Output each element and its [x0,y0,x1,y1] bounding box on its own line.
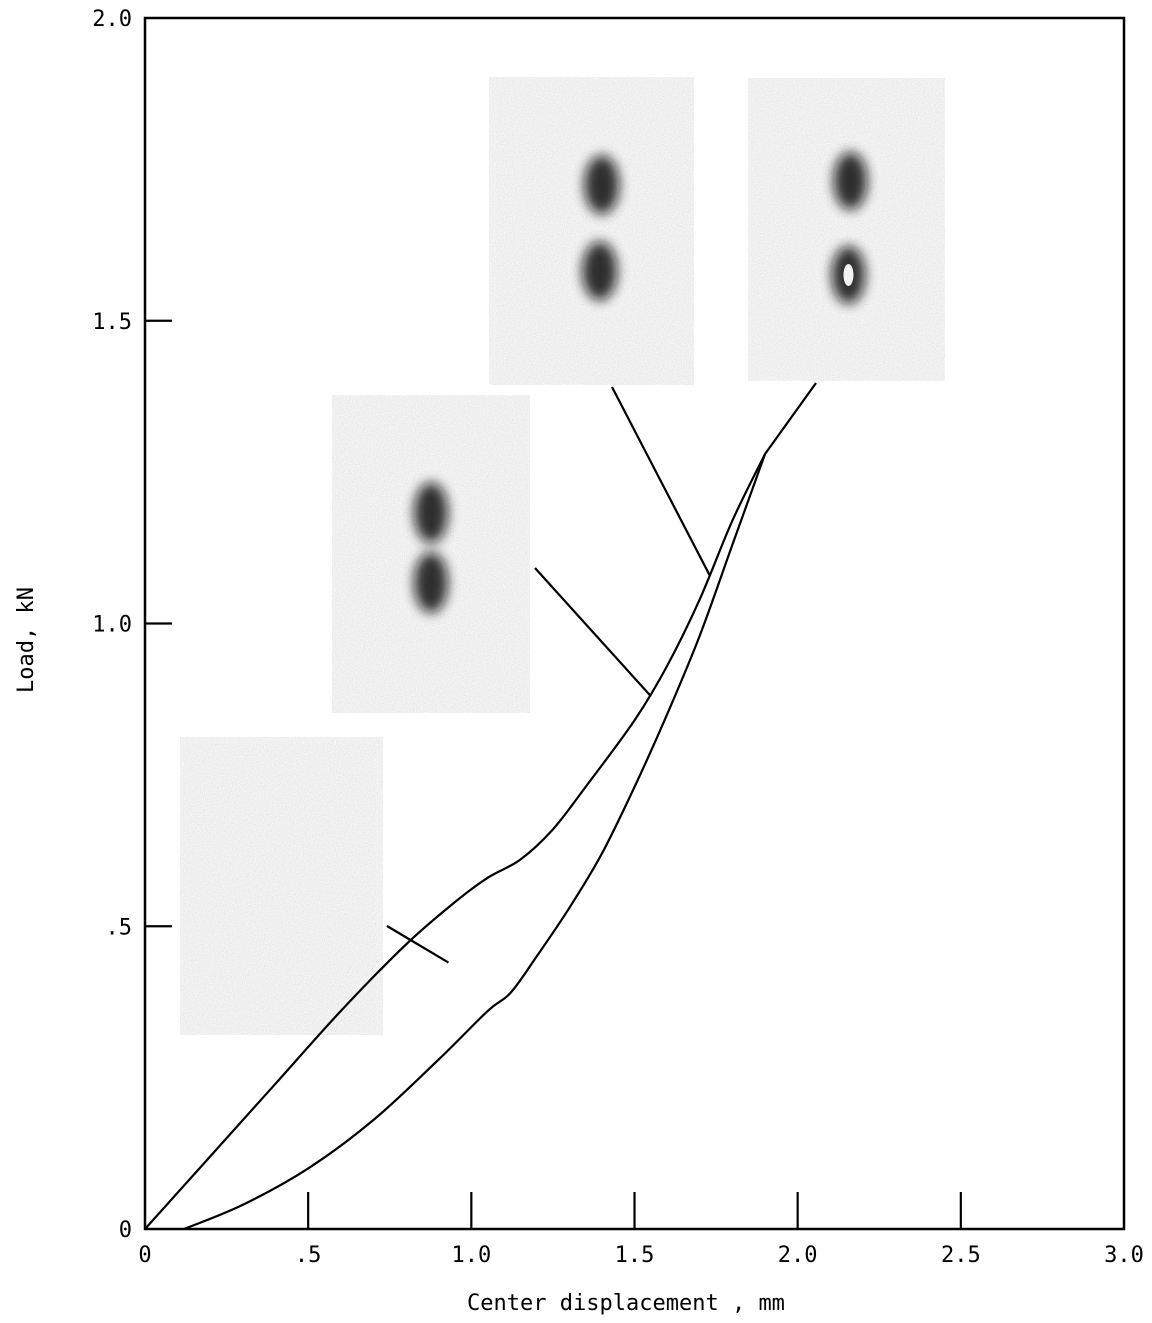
specimen-photo [489,77,694,385]
y-tick-label: 1.0 [92,613,132,638]
damage-spot [833,152,868,210]
specimen-photo [748,78,945,381]
leader-lines [386,382,817,964]
photo-background [180,737,383,1035]
x-axis-title: Center displacement , mm [467,1291,785,1316]
y-axis-title: Load, kN [14,587,39,693]
damage-spot [414,482,448,543]
x-tick-label: 1.0 [451,1243,491,1268]
damage-spot [414,552,448,613]
loading-curve [144,453,767,1230]
y-axis-ticks: 0 .5 1.0 1.5 2.0 [92,7,172,1243]
specimen-photo [332,395,530,713]
x-tick-label: 2.5 [941,1243,981,1268]
unloading-curve [183,453,767,1231]
hole-highlight [843,263,854,286]
photo-background [489,77,694,385]
leader-line [764,382,817,455]
photo-background [748,78,945,381]
leader-line [534,567,652,697]
leader-line [386,925,450,964]
y-tick-label: 0 [119,1218,132,1243]
damage-spot [584,155,620,215]
x-tick-label: 1.5 [615,1243,655,1268]
x-axis-ticks: 0 .5 1.0 1.5 2.0 2.5 3.0 [138,1192,1144,1268]
y-tick-label: .5 [106,915,133,940]
load-curves [144,453,767,1231]
damage-spot [582,241,618,301]
y-tick-label: 1.5 [92,310,132,335]
x-tick-label: 3.0 [1104,1243,1144,1268]
specimen-photographs [180,77,945,1035]
x-tick-label: .5 [295,1243,322,1268]
x-tick-label: 2.0 [778,1243,818,1268]
specimen-photo [180,737,383,1035]
y-tick-label: 2.0 [92,7,132,32]
leader-line [611,386,711,576]
x-tick-label: 0 [138,1243,151,1268]
